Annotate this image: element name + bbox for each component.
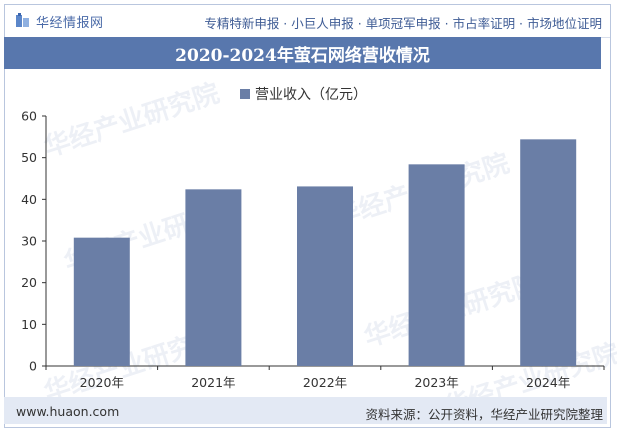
footer: www.huaon.com 资料来源：公开资料，华经产业研究院整理 [0, 397, 617, 428]
y-tick-label: 10 [21, 317, 37, 332]
x-tick-label: 2021年 [191, 375, 235, 390]
y-tick-label: 0 [29, 359, 37, 374]
x-tick-label: 2024年 [526, 375, 570, 390]
legend-label: 营业收入（亿元） [255, 87, 367, 103]
x-tick-label: 2020年 [80, 375, 124, 390]
footer-url[interactable]: www.huaon.com [16, 404, 120, 419]
huajing-logo-icon [16, 13, 29, 27]
y-tick-label: 30 [21, 234, 37, 249]
y-tick-label: 50 [21, 150, 37, 165]
x-tick-label: 2022年 [303, 375, 347, 390]
bar [297, 186, 353, 366]
chart-title-bar: 2020-2024年萤石网络营收情况 [4, 37, 601, 69]
bar [408, 164, 465, 366]
footer-source: 资料来源：公开资料，华经产业研究院整理 [365, 407, 603, 422]
chart-legend: 营业收入（亿元） [240, 84, 367, 104]
y-tick-label: 60 [21, 109, 37, 124]
top-bar: 华经情报网 专精特新申报 · 小巨人申报 · 单项冠军申报 · 市占率证明 · … [5, 5, 610, 38]
x-tick-label: 2023年 [414, 375, 458, 390]
footer-bar [4, 397, 607, 424]
legend-swatch [240, 89, 250, 99]
bar [73, 237, 130, 366]
y-tick-label: 40 [21, 192, 37, 207]
y-tick-label: 20 [21, 275, 37, 290]
bar [185, 189, 242, 366]
chart-title: 2020-2024年萤石网络营收情况 [175, 45, 430, 66]
brand[interactable]: 华经情报网 [15, 11, 104, 31]
service-tagline: 专精特新申报 · 小巨人申报 · 单项冠军申报 · 市占率证明 · 市场地位证明 [204, 16, 602, 31]
bar [520, 139, 577, 366]
brand-name: 华经情报网 [36, 15, 104, 31]
